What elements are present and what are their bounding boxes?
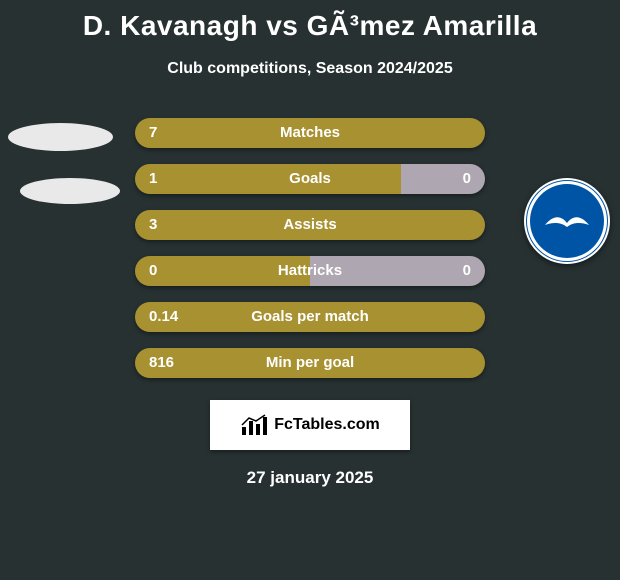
stat-row: 00Hattricks — [135, 256, 485, 286]
stat-row: 3Assists — [135, 210, 485, 240]
stat-value-right: 0 — [463, 164, 471, 194]
stat-row: 0.14Goals per match — [135, 302, 485, 332]
stat-bar — [135, 164, 485, 194]
stat-row: 7Matches — [135, 118, 485, 148]
page-title: D. Kavanagh vs GÃ³mez Amarilla — [0, 0, 620, 42]
stat-bar — [135, 210, 485, 240]
brand-badge: FcTables.com — [210, 400, 410, 450]
stat-value-left: 816 — [149, 348, 174, 378]
stat-value-left: 7 — [149, 118, 157, 148]
stat-value-left: 0.14 — [149, 302, 178, 332]
stat-bar — [135, 256, 485, 286]
stat-value-left: 3 — [149, 210, 157, 240]
infographic-container: D. Kavanagh vs GÃ³mez Amarilla Club comp… — [0, 0, 620, 580]
stat-value-left: 0 — [149, 256, 157, 286]
stat-row: 816Min per goal — [135, 348, 485, 378]
stats-chart: 7Matches10Goals3Assists00Hattricks0.14Go… — [0, 118, 620, 388]
stat-bar — [135, 348, 485, 378]
date-text: 27 january 2025 — [0, 468, 620, 488]
stat-bar — [135, 302, 485, 332]
brand-text: FcTables.com — [274, 416, 380, 434]
stat-bar — [135, 118, 485, 148]
page-subtitle: Club competitions, Season 2024/2025 — [0, 60, 620, 78]
stat-value-left: 1 — [149, 164, 157, 194]
stat-row: 10Goals — [135, 164, 485, 194]
brand-chart-icon — [240, 413, 268, 437]
stat-value-right: 0 — [463, 256, 471, 286]
